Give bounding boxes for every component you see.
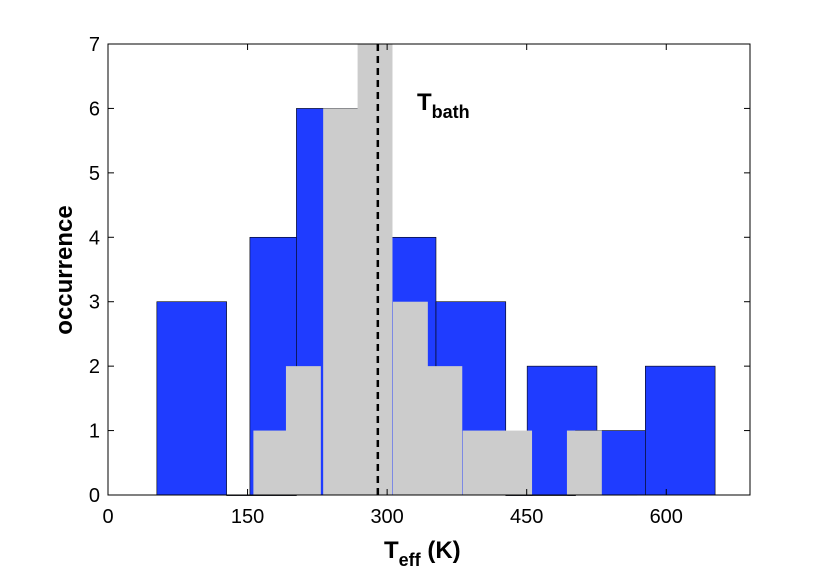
x-tick-label: 150: [231, 506, 264, 528]
y-tick-label: 0: [89, 485, 100, 507]
secondary-bar: [497, 430, 533, 495]
secondary-bar: [427, 366, 463, 495]
secondary-bar: [566, 430, 602, 495]
x-tick-label: 600: [650, 506, 683, 528]
x-tick-label: 0: [102, 506, 113, 528]
y-tick-label: 3: [89, 292, 100, 314]
y-tick-label: 1: [89, 421, 100, 443]
y-axis-label: occurrence: [51, 205, 78, 334]
x-axis-ticks: 0 150 300 450 600: [102, 44, 683, 528]
bath-annotation-sub: bath: [432, 102, 470, 122]
y-tick-label: 2: [89, 356, 100, 378]
secondary-bar: [253, 430, 289, 495]
secondary-bar: [392, 301, 428, 495]
secondary-bar: [323, 108, 359, 495]
x-tick-label: 300: [370, 506, 403, 528]
x-axis-label: Teff (K): [384, 537, 461, 570]
secondary-histogram-bars: [253, 44, 638, 496]
y-tick-label: 7: [89, 34, 100, 56]
bath-annotation-main: T: [417, 89, 432, 116]
y-tick-label: 6: [89, 98, 100, 120]
y-tick-label: 5: [89, 163, 100, 185]
plot-frame: [107, 43, 751, 496]
x-axis-label-unit: (K): [421, 537, 461, 564]
y-tick-label: 4: [89, 227, 100, 249]
bath-annotation: Tbath: [417, 89, 470, 122]
secondary-bar: [357, 44, 393, 495]
x-axis-label-sub: eff: [399, 550, 422, 570]
y-axis-ticks: 0 1 2 3 4 5 6 7: [89, 34, 750, 507]
secondary-bar: [285, 366, 321, 495]
primary-bar: [645, 365, 716, 496]
x-tick-label: 450: [510, 506, 543, 528]
x-axis-label-main: T: [384, 537, 399, 564]
secondary-bar: [462, 430, 498, 495]
primary-bar: [156, 301, 227, 496]
